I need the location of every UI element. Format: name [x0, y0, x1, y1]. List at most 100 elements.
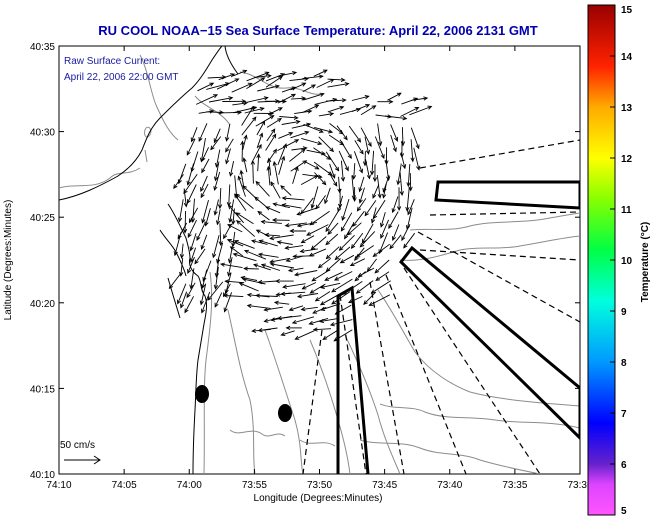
current-vector — [216, 209, 221, 225]
current-vector — [328, 171, 338, 187]
current-vector-head — [375, 276, 381, 281]
current-vector-head — [201, 168, 206, 174]
current-vector-head — [207, 295, 212, 301]
current-vector — [183, 188, 187, 207]
current-vector-head — [329, 147, 335, 153]
current-vector — [256, 120, 265, 136]
current-vector — [242, 278, 266, 285]
current-vector — [340, 254, 355, 264]
current-vector-head — [329, 111, 335, 117]
current-vector — [198, 123, 208, 142]
current-vector-head — [326, 155, 332, 160]
current-vector-head — [224, 279, 230, 284]
current-vector-head — [287, 267, 293, 273]
y-tick-label: 40:20 — [30, 299, 55, 310]
current-vector — [261, 264, 281, 271]
current-vector — [363, 291, 377, 305]
current-vector-head — [354, 276, 360, 282]
current-vector — [293, 255, 315, 257]
current-vector — [252, 160, 254, 184]
current-vector-head — [319, 284, 325, 289]
current-vector-head — [363, 300, 368, 305]
current-vector — [341, 198, 350, 221]
current-vector-head — [228, 171, 234, 177]
current-vector — [277, 139, 299, 151]
current-vector-head — [339, 259, 345, 264]
current-vector — [300, 197, 314, 214]
current-vector — [244, 107, 264, 114]
current-vector — [225, 148, 231, 164]
current-vector — [220, 263, 243, 269]
current-vector — [390, 124, 398, 142]
current-vector-head — [399, 191, 404, 197]
current-vector — [338, 176, 341, 193]
current-vector — [336, 125, 348, 140]
current-vector — [236, 220, 255, 237]
current-vector — [278, 71, 297, 77]
current-vector — [286, 255, 304, 262]
current-vector — [180, 258, 184, 276]
current-vector-head — [309, 289, 315, 294]
current-vector — [197, 82, 214, 92]
current-vector-head — [209, 82, 215, 87]
current-vector-head — [406, 182, 411, 188]
current-vector — [390, 134, 397, 152]
current-vector — [214, 161, 220, 181]
current-vector — [374, 136, 385, 159]
current-vector — [187, 163, 195, 185]
current-vector-head — [405, 206, 410, 212]
colorbar-ticks: 15 14 13 12 11 10 9 8 7 6 5 — [610, 4, 633, 517]
current-vector-head — [183, 202, 189, 208]
current-vector — [348, 125, 361, 143]
current-vector-head — [324, 199, 329, 205]
current-vector-head — [416, 165, 421, 171]
current-vector — [364, 136, 370, 154]
current-vector — [311, 269, 331, 282]
current-vector-head — [196, 236, 201, 241]
current-vector-head — [234, 78, 240, 83]
current-vector — [186, 282, 196, 298]
current-vector-head — [294, 166, 299, 172]
radar-beam-outlines — [336, 180, 580, 474]
current-vector — [326, 246, 340, 259]
current-vector — [265, 134, 277, 151]
current-vector-head — [213, 210, 218, 216]
current-vector-head — [227, 271, 232, 277]
current-vector-head — [189, 246, 194, 252]
current-vector — [304, 161, 319, 170]
current-vector — [227, 224, 243, 233]
current-vector-head — [242, 69, 248, 74]
current-vector — [254, 75, 271, 78]
current-vector-head — [257, 210, 263, 216]
current-vector-head — [413, 97, 419, 102]
current-vector-head — [213, 186, 218, 191]
current-vector — [301, 306, 318, 311]
current-vector-head — [343, 135, 348, 141]
current-vector — [281, 291, 306, 295]
current-vector-head — [324, 276, 330, 281]
current-vector — [252, 144, 262, 161]
current-vector — [198, 110, 214, 114]
current-vector — [290, 160, 307, 172]
current-vector-head — [367, 142, 372, 148]
current-vector-head — [228, 96, 234, 101]
current-vector-head — [216, 258, 221, 264]
current-vector — [174, 232, 182, 256]
current-vector-head — [189, 284, 194, 290]
current-vector — [351, 232, 364, 249]
current-vector — [241, 276, 258, 281]
current-vector — [301, 235, 315, 243]
current-vector — [309, 317, 329, 325]
current-vector-head — [299, 248, 305, 254]
current-vector — [322, 329, 339, 340]
current-vector — [289, 148, 306, 162]
current-vector — [196, 221, 207, 241]
current-vector-head — [368, 301, 374, 306]
current-vectors — [168, 69, 433, 342]
current-vector-head — [312, 309, 318, 314]
current-vector-head — [331, 173, 336, 179]
current-vector — [279, 116, 298, 119]
x-tick-label: 73:55 — [242, 480, 267, 491]
current-vector-head — [212, 253, 217, 259]
current-vector — [267, 166, 271, 186]
